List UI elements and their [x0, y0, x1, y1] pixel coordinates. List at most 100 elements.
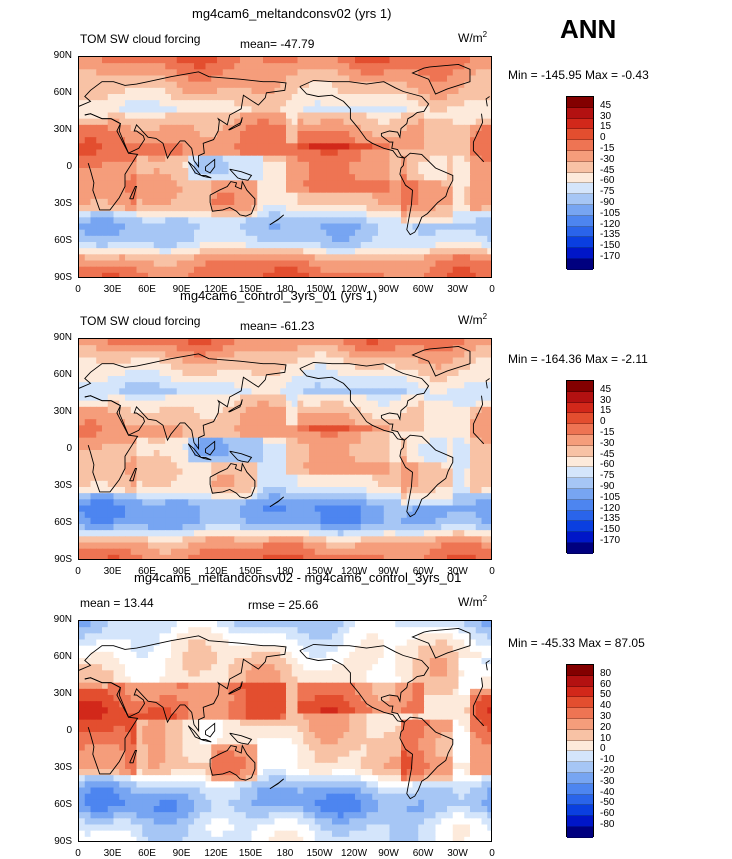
field-cell [188, 76, 194, 83]
field-cell [79, 63, 85, 70]
field-cell [361, 168, 367, 175]
field-cell [349, 88, 355, 95]
field-cell [217, 57, 223, 64]
field-cell [79, 481, 85, 488]
field-cell [459, 156, 465, 163]
field-cell [154, 339, 160, 346]
field-cell [223, 156, 229, 163]
field-cell [338, 88, 344, 95]
field-cell [476, 211, 482, 218]
field-cell [344, 345, 350, 352]
field-cell [292, 499, 298, 506]
field-cell [401, 493, 407, 500]
field-cell [401, 217, 407, 224]
field-cell [269, 69, 275, 76]
field-cell [407, 106, 413, 113]
field-cell [453, 57, 459, 64]
field-cell [378, 211, 384, 218]
field-cell [413, 211, 419, 218]
field-cell [326, 236, 332, 243]
field-cell [148, 113, 154, 120]
field-cell [487, 199, 492, 206]
field-cell [384, 224, 390, 231]
field-cell [142, 156, 148, 163]
field-cell [91, 530, 97, 537]
field-cell [200, 88, 206, 95]
field-cell [223, 94, 229, 101]
field-cell [96, 224, 102, 231]
field-cell [257, 137, 263, 144]
field-cell [91, 376, 97, 383]
field-cell [436, 106, 442, 113]
field-cell [165, 82, 171, 89]
field-cell [211, 63, 217, 70]
field-cell [321, 438, 327, 445]
field-cell [154, 536, 160, 543]
field-cell [441, 267, 447, 274]
field-cell [85, 364, 91, 371]
field-cell [332, 57, 338, 64]
field-cell [275, 248, 281, 255]
field-cell [280, 248, 286, 255]
field-cell [292, 419, 298, 426]
field-cell [142, 536, 148, 543]
field-cell [436, 94, 442, 101]
field-cell [108, 63, 114, 70]
field-cell [257, 487, 263, 494]
field-cell [280, 125, 286, 132]
field-cell [309, 413, 315, 420]
field-cell [344, 450, 350, 457]
field-cell [114, 273, 120, 278]
field-cell [476, 242, 482, 249]
field-cell [447, 493, 453, 500]
field-cell [292, 261, 298, 268]
field-cell [79, 113, 85, 120]
field-cell [257, 94, 263, 101]
field-cell [252, 94, 258, 101]
field-cell [229, 351, 235, 358]
field-cell [125, 456, 131, 463]
field-cell [96, 536, 102, 543]
field-cell [280, 236, 286, 243]
field-cell [269, 174, 275, 181]
field-cell [418, 432, 424, 439]
field-cell [372, 236, 378, 243]
field-cell [430, 236, 436, 243]
field-cell [91, 143, 97, 150]
field-cell [309, 162, 315, 169]
field-cell [367, 481, 373, 488]
field-cell [378, 254, 384, 261]
field-cell [355, 211, 361, 218]
field-cell [464, 518, 470, 525]
field-cell [447, 267, 453, 274]
field-cell [286, 137, 292, 144]
field-cell [257, 63, 263, 70]
field-cell [206, 131, 212, 138]
field-cell [223, 370, 229, 377]
field-cell [91, 63, 97, 70]
field-cell [286, 388, 292, 395]
field-cell [395, 512, 401, 519]
field-cell [309, 524, 315, 531]
field-cell [303, 125, 309, 132]
field-cell [171, 499, 177, 506]
field-cell [286, 180, 292, 187]
field-cell [171, 224, 177, 231]
field-cell [464, 162, 470, 169]
field-cell [177, 358, 183, 365]
field-cell [160, 205, 166, 212]
field-cell [418, 273, 424, 278]
field-cell [194, 63, 200, 70]
field-cell [436, 407, 442, 414]
field-cell [171, 382, 177, 389]
field-cell [332, 137, 338, 144]
field-cell [487, 456, 492, 463]
field-cell [177, 57, 183, 64]
field-cell [240, 254, 246, 261]
field-cell [165, 456, 171, 463]
field-cell [142, 217, 148, 224]
field-cell [367, 382, 373, 389]
field-cell [160, 512, 166, 519]
field-cell [142, 162, 148, 169]
field-cell [470, 82, 476, 89]
